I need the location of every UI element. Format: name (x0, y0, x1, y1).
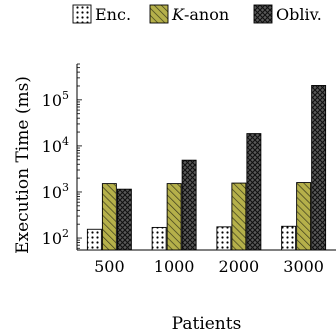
x-tick-label: 3000 (283, 257, 324, 276)
bar-k-anon-2000 (231, 182, 247, 251)
x-axis-label: Patients (172, 314, 242, 334)
x-tick-label: 1000 (154, 257, 195, 276)
bar-k-anon-500 (101, 183, 117, 251)
legend-label-enc: Enc. (95, 5, 131, 24)
y-tick-label: 105 (42, 89, 69, 110)
y-tick-label: 103 (42, 181, 69, 202)
bar-enc-1000 (151, 226, 167, 251)
bar-obliv-1000 (181, 159, 197, 251)
bar-k-anon-3000 (296, 182, 312, 251)
x-tick-label: 500 (94, 257, 125, 276)
bar-enc-500 (86, 228, 102, 251)
y-tick-label: 104 (42, 135, 69, 156)
legend-label-obliv: Obliv. (276, 5, 322, 24)
bar-obliv-3000 (311, 85, 327, 251)
x-tick-label: 2000 (219, 257, 260, 276)
bar-enc-2000 (216, 226, 232, 251)
legend: Enc. K-anon Obliv. (72, 4, 322, 24)
y-tick-label: 102 (42, 227, 69, 248)
bar-obliv-500 (116, 188, 132, 251)
legend-swatch-obliv (253, 4, 273, 24)
bar-enc-3000 (281, 225, 297, 251)
axes: 102 103 104 105 500 1000 2000 3000 (42, 63, 336, 276)
y-axis-label: Execution Time (ms) (13, 76, 33, 254)
bars (86, 85, 327, 251)
legend-label-k-anon: K-anon (171, 5, 229, 24)
legend-swatch-enc (72, 4, 92, 24)
bar-obliv-2000 (246, 133, 262, 251)
bar-k-anon-1000 (166, 183, 182, 251)
legend-swatch-k-anon (149, 4, 169, 24)
